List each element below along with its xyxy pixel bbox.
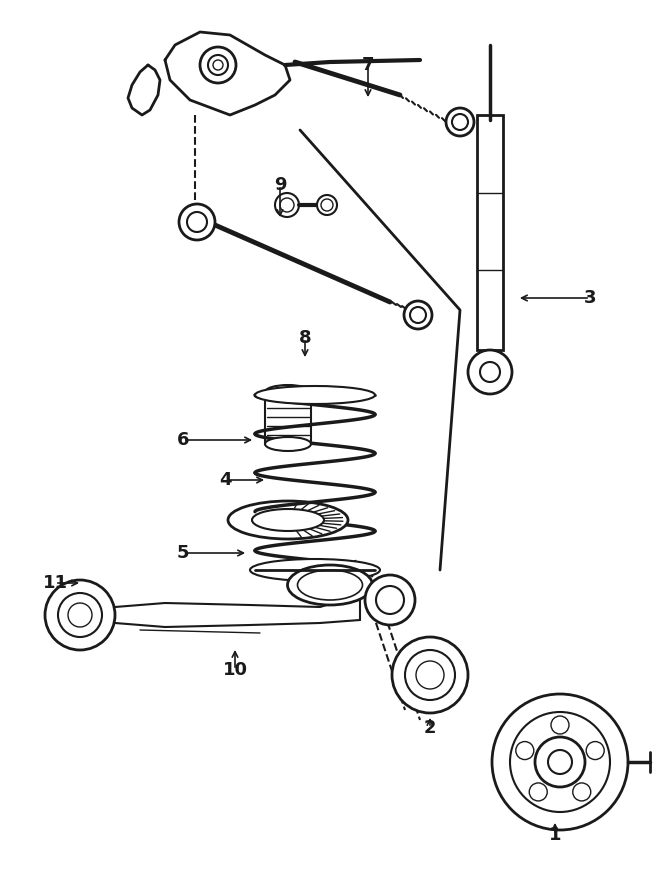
- Ellipse shape: [228, 501, 348, 539]
- Ellipse shape: [250, 559, 380, 581]
- Circle shape: [529, 783, 547, 801]
- Circle shape: [535, 737, 585, 787]
- Ellipse shape: [288, 565, 373, 605]
- Circle shape: [58, 593, 102, 637]
- Circle shape: [275, 193, 299, 217]
- Circle shape: [551, 716, 569, 734]
- Circle shape: [515, 742, 534, 760]
- Ellipse shape: [265, 437, 311, 451]
- Text: 7: 7: [362, 56, 374, 74]
- Text: 5: 5: [177, 544, 189, 562]
- Text: 6: 6: [177, 431, 189, 449]
- Ellipse shape: [265, 385, 311, 399]
- Circle shape: [317, 195, 337, 215]
- Text: 2: 2: [424, 719, 436, 737]
- Circle shape: [45, 580, 115, 650]
- Ellipse shape: [252, 509, 324, 531]
- Circle shape: [405, 650, 455, 700]
- Text: 9: 9: [274, 176, 286, 194]
- Circle shape: [586, 742, 604, 760]
- Circle shape: [492, 694, 628, 830]
- Circle shape: [446, 108, 474, 136]
- Circle shape: [468, 350, 512, 394]
- Circle shape: [572, 783, 591, 801]
- Circle shape: [392, 637, 468, 713]
- Text: 8: 8: [299, 329, 311, 347]
- Text: 4: 4: [219, 471, 231, 489]
- Text: 11: 11: [43, 574, 67, 592]
- Circle shape: [200, 47, 236, 83]
- FancyBboxPatch shape: [265, 392, 311, 444]
- Circle shape: [365, 575, 415, 625]
- Circle shape: [404, 301, 432, 329]
- FancyBboxPatch shape: [477, 115, 503, 350]
- Text: 1: 1: [549, 826, 561, 844]
- Ellipse shape: [255, 386, 375, 404]
- Text: 3: 3: [584, 289, 596, 307]
- Circle shape: [179, 204, 215, 240]
- Circle shape: [510, 712, 610, 812]
- Text: 10: 10: [223, 661, 248, 679]
